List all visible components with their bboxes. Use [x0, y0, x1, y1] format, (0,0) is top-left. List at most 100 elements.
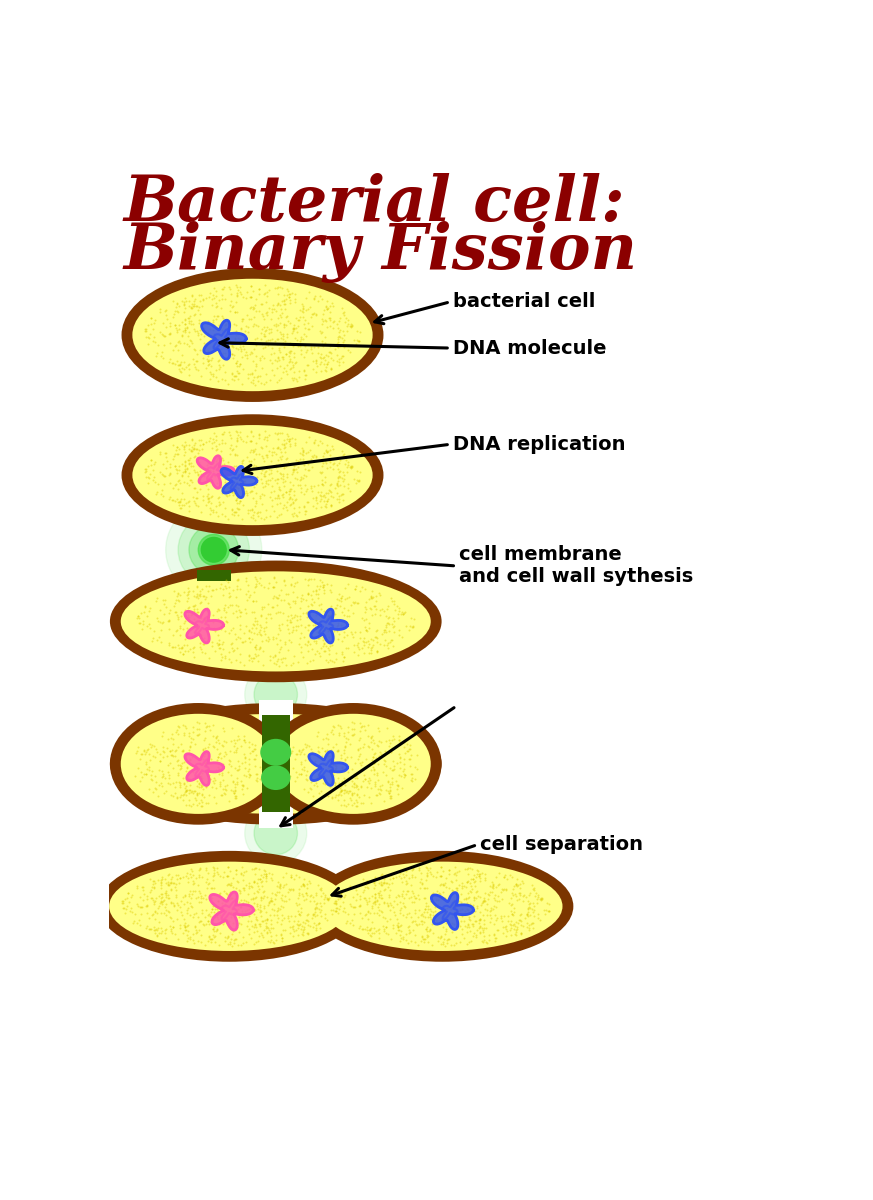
Point: [285, 322, 299, 341]
Point: [527, 906, 541, 925]
Point: [196, 491, 210, 510]
Point: [187, 622, 201, 641]
Point: [341, 763, 355, 782]
Point: [345, 760, 359, 779]
Point: [189, 788, 203, 808]
Point: [226, 581, 240, 600]
Point: [372, 870, 386, 889]
Point: [384, 865, 398, 884]
Point: [415, 926, 429, 946]
Point: [471, 864, 485, 883]
Point: [402, 924, 416, 943]
Point: [277, 590, 291, 610]
Point: [237, 865, 251, 884]
Ellipse shape: [322, 862, 562, 950]
Point: [164, 745, 178, 764]
Point: [216, 461, 230, 480]
Point: [240, 448, 254, 467]
Point: [206, 612, 220, 631]
Point: [375, 865, 388, 884]
Point: [236, 785, 250, 804]
Point: [359, 610, 373, 629]
Point: [299, 366, 313, 385]
Point: [388, 905, 402, 924]
Point: [372, 929, 386, 948]
Point: [261, 605, 275, 624]
Point: [293, 344, 307, 364]
Point: [428, 901, 442, 920]
Point: [209, 779, 223, 798]
Point: [346, 604, 360, 623]
Point: [310, 356, 324, 376]
Point: [396, 928, 410, 947]
Point: [201, 352, 215, 371]
Point: [209, 426, 223, 445]
Point: [292, 317, 306, 336]
Point: [388, 730, 402, 749]
Point: [336, 445, 350, 464]
Point: [254, 509, 268, 528]
Point: [252, 284, 266, 304]
Point: [144, 889, 158, 908]
Point: [193, 883, 207, 902]
Point: [349, 791, 363, 810]
Point: [447, 864, 461, 883]
Point: [157, 326, 171, 346]
Point: [272, 277, 285, 296]
Point: [296, 329, 310, 348]
Point: [277, 476, 291, 496]
Point: [148, 920, 162, 940]
Point: [148, 766, 162, 785]
Point: [438, 936, 452, 955]
Point: [330, 346, 344, 365]
Point: [523, 893, 537, 912]
Point: [317, 618, 331, 637]
Point: [404, 764, 418, 784]
Point: [438, 889, 452, 908]
Point: [455, 924, 469, 943]
Point: [388, 923, 402, 942]
Point: [485, 883, 499, 902]
Point: [396, 868, 410, 887]
Point: [146, 461, 160, 480]
Point: [286, 582, 300, 601]
Point: [256, 925, 270, 944]
Point: [259, 320, 273, 340]
Point: [311, 767, 325, 786]
Point: [395, 602, 409, 622]
Point: [317, 634, 331, 653]
Point: [228, 468, 242, 487]
Point: [132, 614, 146, 634]
Point: [254, 469, 268, 488]
Point: [185, 748, 199, 767]
Point: [195, 763, 209, 782]
Point: [288, 468, 302, 487]
Point: [187, 610, 201, 629]
Point: [254, 606, 268, 625]
Point: [169, 773, 183, 792]
Point: [309, 304, 323, 323]
Point: [349, 786, 363, 805]
Point: [271, 912, 285, 931]
Point: [500, 870, 514, 889]
Point: [185, 286, 199, 305]
Point: [221, 338, 235, 358]
Point: [272, 338, 286, 358]
Point: [279, 610, 293, 629]
Point: [329, 758, 343, 778]
Point: [333, 320, 347, 340]
Point: [180, 904, 194, 923]
Point: [313, 576, 327, 595]
Point: [363, 920, 377, 940]
Point: [179, 608, 193, 628]
Point: [258, 864, 272, 883]
Point: [217, 732, 230, 751]
Point: [381, 636, 395, 655]
Point: [344, 457, 358, 476]
Point: [241, 884, 255, 904]
Point: [527, 896, 541, 916]
Point: [171, 479, 185, 498]
Point: [192, 286, 206, 305]
Point: [286, 919, 300, 938]
Point: [253, 898, 267, 917]
